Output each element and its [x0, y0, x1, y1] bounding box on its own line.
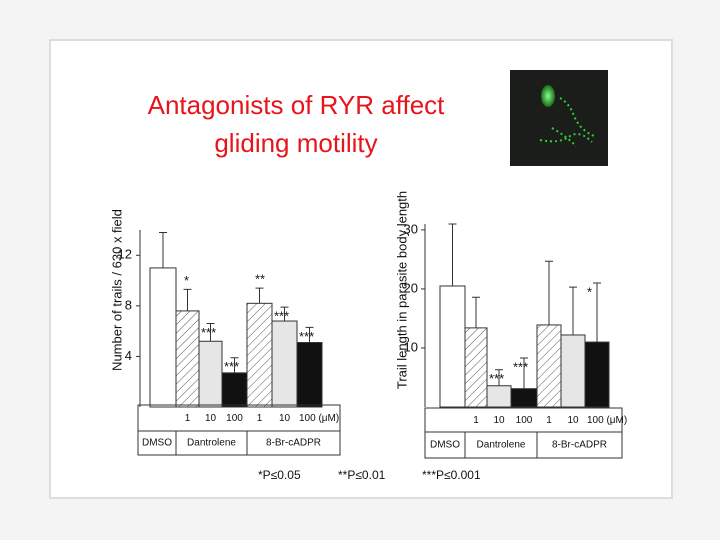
dose-label: 100 — [516, 415, 533, 426]
group-label: 8-Br-cADPR — [552, 440, 607, 451]
slide-title: gliding motility — [214, 128, 377, 158]
dose-value: 100 — [587, 415, 604, 426]
footnote-text: *P≤0.05 — [258, 468, 301, 482]
error-bar — [206, 323, 215, 342]
significance: *** — [513, 359, 528, 374]
significance: * — [184, 273, 189, 288]
dose-label: 1 — [257, 413, 263, 424]
dose-value: 100 — [226, 413, 243, 424]
y-axis-label: Number of trails / 630 x field — [109, 209, 124, 371]
micrograph — [510, 70, 608, 166]
dose-label: 100 — [226, 413, 243, 424]
dose-value: 100 — [516, 415, 533, 426]
bar — [175, 310, 200, 408]
dose-label: 1 — [185, 413, 191, 424]
error-bar — [255, 287, 264, 304]
significance: * — [587, 284, 592, 299]
bar — [536, 324, 562, 408]
dose-label: 10 — [205, 413, 217, 424]
error-bar — [569, 286, 577, 335]
bar — [584, 341, 610, 408]
slide-title: Antagonists of RYR affect — [148, 90, 446, 120]
dose-label: 10 — [279, 413, 291, 424]
error-bar — [159, 232, 167, 268]
footnote-text: ***P≤0.001 — [422, 468, 481, 482]
bar — [271, 320, 298, 408]
dose-value: 1 — [185, 413, 191, 424]
bar — [560, 334, 586, 408]
dose-label: 1 — [546, 415, 552, 426]
bar — [221, 372, 248, 408]
bar — [246, 302, 273, 408]
dose-label: 1 — [473, 415, 479, 426]
table-lines — [424, 407, 623, 459]
error-bar — [545, 260, 553, 325]
significance: *** — [224, 359, 239, 374]
error-bar — [495, 369, 503, 386]
significance: *** — [489, 371, 504, 386]
dose-unit: (μM) — [606, 415, 627, 426]
y-tick-label: 12 — [118, 247, 132, 262]
dose-unit: (μM) — [318, 413, 339, 424]
y-tick-label: 30 — [404, 221, 418, 236]
footnote-text: **P≤0.01 — [338, 468, 386, 482]
error-bar — [230, 357, 239, 373]
y-tick-label: 8 — [125, 297, 132, 312]
table-lines — [137, 404, 341, 456]
y-tick-label: 20 — [404, 280, 418, 295]
dose-label: 100 (μM) — [587, 415, 627, 426]
group-label: DMSO — [142, 438, 172, 449]
dose-value: 1 — [473, 415, 479, 426]
y-tick-label: 10 — [404, 339, 418, 354]
error-bar — [472, 296, 480, 328]
error-bar — [448, 223, 457, 286]
dose-value: 10 — [493, 415, 505, 426]
group-label: 8-Br-cADPR — [266, 438, 321, 449]
error-bar — [520, 357, 528, 389]
y-axis-label: Trail length in parasite body length — [394, 191, 409, 389]
dose-label: 10 — [493, 415, 505, 426]
bar — [149, 267, 177, 408]
group-label: Dantrolene — [187, 438, 236, 449]
error-bar — [305, 326, 314, 343]
dose-value: 1 — [546, 415, 552, 426]
error-bar — [593, 282, 601, 343]
y-tick-label: 4 — [125, 348, 132, 363]
group-label: DMSO — [430, 440, 460, 451]
dose-value: 10 — [279, 413, 291, 424]
significance: ** — [255, 272, 265, 287]
significance: *** — [299, 329, 314, 344]
dose-value: 10 — [567, 415, 579, 426]
dose-label: 100 (μM) — [299, 413, 339, 424]
dose-value: 10 — [205, 413, 217, 424]
bar — [510, 388, 538, 408]
bar — [198, 340, 223, 408]
error-bar — [280, 306, 289, 322]
dose-value: 1 — [257, 413, 263, 424]
significance: *** — [274, 309, 289, 324]
bar — [464, 327, 488, 408]
bar — [439, 285, 466, 408]
significance: *** — [201, 325, 216, 340]
dose-value: 100 — [299, 413, 316, 424]
group-label: Dantrolene — [477, 440, 526, 451]
error-bar — [183, 288, 192, 311]
bar — [486, 385, 512, 408]
bar — [296, 342, 323, 408]
dose-label: 10 — [567, 415, 579, 426]
